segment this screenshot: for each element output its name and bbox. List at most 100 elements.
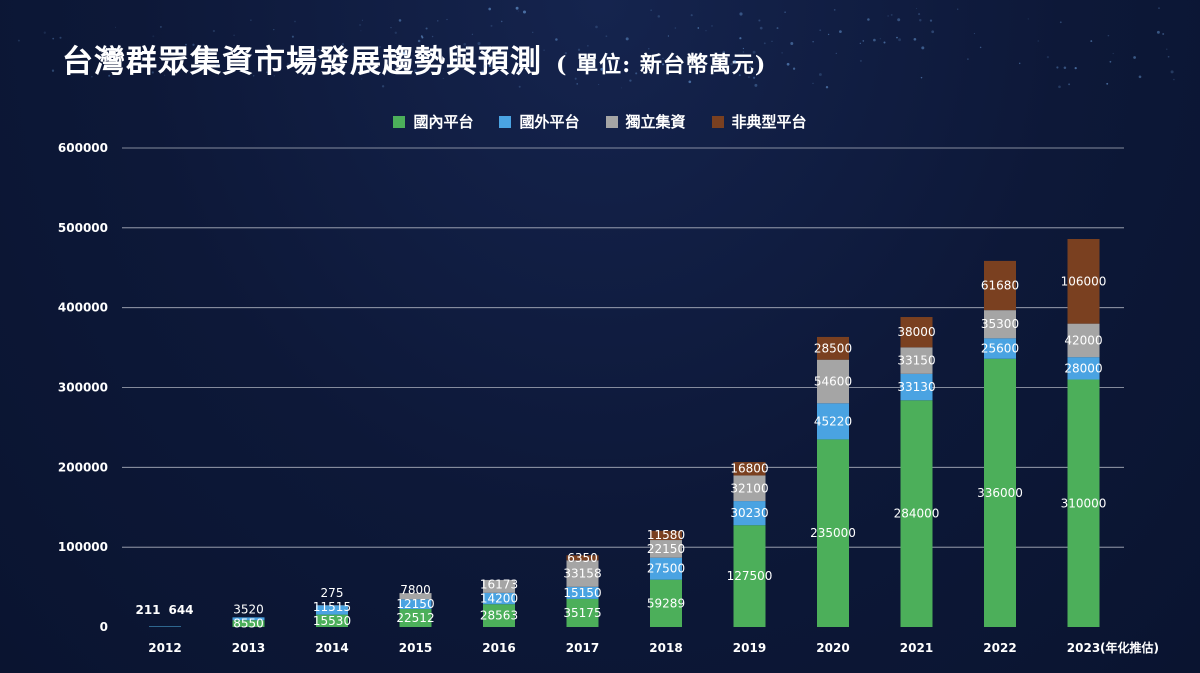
decor-dot (360, 78, 363, 80)
bar-foreign-2021 (900, 373, 933, 401)
data-label-independent-2018: 22150 (647, 542, 685, 556)
decor-dot (587, 45, 589, 47)
bar-foreign-2023 (1067, 357, 1100, 380)
decor-dot (667, 35, 669, 37)
decor-dot (763, 42, 766, 45)
data-label-domestic-2016: 28563 (480, 609, 518, 623)
bar-domestic-2017 (566, 598, 599, 627)
decor-dot (819, 29, 822, 32)
decor-dot (266, 71, 268, 74)
x-tick-label-2022: 2022 (983, 641, 1016, 655)
bar-domestic-2016 (483, 604, 515, 627)
decor-dot (688, 80, 692, 84)
x-tick-label-2016: 2016 (482, 641, 515, 655)
decor-dot (705, 30, 707, 32)
legend-label-domestic: 國內平台 (413, 113, 474, 131)
decor-dot (208, 49, 211, 53)
decor-dot (543, 49, 545, 52)
decor-dot (291, 35, 294, 38)
decor-dot (250, 19, 252, 21)
decor-dot (629, 79, 632, 82)
decor-dot (967, 58, 969, 60)
x-tick-label-2014: 2014 (315, 641, 348, 655)
decor-dot (1107, 34, 1110, 37)
bar-foreign-2016 (483, 592, 515, 605)
decor-dot (151, 71, 154, 74)
decor-dot (758, 19, 761, 22)
legend-label-atypical: 非典型平台 (731, 113, 807, 131)
legend-item-foreign: 國外平台 (499, 111, 580, 132)
decor-dot (413, 69, 417, 73)
decor-dot (600, 67, 604, 71)
decor-dot (1158, 7, 1160, 9)
legend-swatch-atypical (711, 115, 724, 128)
decor-dot (605, 54, 608, 56)
decor-dot (650, 9, 652, 11)
decor-dot (319, 53, 322, 55)
decor-dot (17, 39, 20, 42)
bar-atypical-2018 (650, 530, 682, 541)
decor-dot (52, 37, 55, 40)
decor-dot (159, 25, 162, 28)
decor-dot (759, 26, 763, 30)
decor-dot (471, 33, 474, 35)
data-label-independent-2019: 32100 (730, 481, 768, 495)
bar-atypical-2020 (817, 336, 849, 360)
decor-dot (738, 74, 741, 77)
decor-dot (212, 29, 216, 33)
bar-domestic-2013 (232, 620, 265, 627)
decor-dot (361, 19, 363, 21)
decor-dot (108, 74, 111, 77)
y-tick-label: 100000 (58, 540, 108, 554)
decor-dot (398, 19, 402, 22)
bar-independent-2019 (733, 475, 766, 502)
decor-dot (481, 70, 485, 73)
decor-dot (722, 50, 726, 54)
data-label-atypical-2022: 61680 (981, 279, 1019, 293)
decor-dot (91, 75, 93, 78)
bar-atypical-2022 (984, 260, 1016, 311)
decor-dot (273, 75, 275, 77)
bar-independent-2017 (566, 560, 599, 587)
decor-dot (1138, 75, 1142, 79)
data-label-domestic-2014: 15530 (313, 614, 351, 628)
decor-dot (555, 38, 558, 41)
decor-dot (431, 35, 434, 38)
bar-domestic-2019 (733, 525, 766, 627)
bar-foreign-2018 (650, 557, 682, 580)
bar-foreign-2020 (817, 403, 849, 440)
data-label-foreign-2022: 25600 (981, 342, 1019, 356)
decor-dot (859, 59, 862, 62)
decor-dot (488, 64, 492, 68)
data-label-atypical-2023: 106000 (1061, 274, 1107, 288)
data-label-domestic-2019: 127500 (727, 569, 773, 583)
decor-dot (979, 46, 982, 49)
x-tick-label-2018: 2018 (649, 641, 682, 655)
decor-dot (43, 31, 46, 34)
decor-dot (635, 72, 638, 75)
decor-dot (625, 37, 629, 41)
decor-dot (421, 36, 424, 39)
legend-label-foreign: 國外平台 (519, 113, 580, 131)
decor-dot (784, 11, 786, 14)
decor-dot (1068, 83, 1071, 86)
decor-dot (192, 43, 195, 46)
data-label-independent-2015: 7800 (400, 583, 431, 597)
decor-dot (827, 33, 830, 36)
decor-dot (341, 43, 345, 46)
data-label-foreign-2014: 11515 (313, 600, 351, 614)
decor-dot (515, 6, 519, 10)
data-label-foreign-2018: 27500 (647, 562, 685, 576)
decor-dot (754, 83, 758, 87)
y-tick-label: 400000 (58, 301, 108, 315)
bar-domestic-2020 (817, 439, 849, 627)
x-axis-note: (年化推估) (1100, 640, 1159, 655)
decor-dot (598, 83, 600, 86)
decor-dot (957, 8, 959, 10)
x-tick-label-2020: 2020 (816, 641, 849, 655)
decor-dot (690, 14, 693, 17)
decor-dot (921, 46, 925, 50)
legend-item-independent: 獨立集資 (605, 111, 686, 132)
bar-domestic-2015 (399, 609, 432, 627)
decor-dot (442, 77, 444, 80)
